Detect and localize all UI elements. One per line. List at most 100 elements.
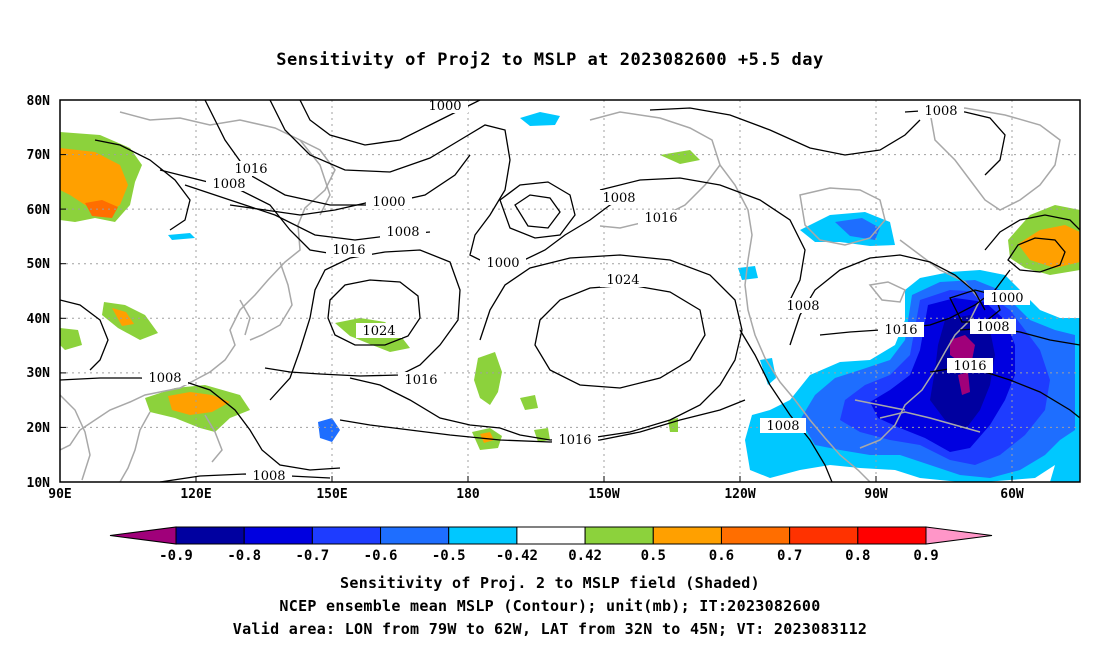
contour-1016-asia [159, 169, 341, 256]
coast-caribbean [879, 411, 981, 433]
lat-label: 10N [27, 476, 51, 491]
shade-darkorange-siberia [85, 200, 118, 218]
colorbar-segment [789, 526, 859, 545]
shade-magenta-watl [950, 335, 975, 362]
longitude-labels: 90E 120E 150E 180 150W 120W 90W 60W [48, 487, 1024, 502]
shade-green-alaska [660, 150, 700, 164]
contour-low-sib [94, 139, 191, 231]
contour-label: 1016 [332, 243, 365, 258]
contour-label: 1008 [924, 104, 957, 119]
colorbar-tick-label: -0.9 [159, 548, 193, 564]
shade-orange-pacific-c [480, 432, 494, 443]
contour-1008-alaska [599, 177, 806, 301]
contour-1016-south [339, 399, 746, 443]
shade-blue-hawaii-w [318, 418, 340, 442]
contour-1016-pacific [349, 254, 743, 441]
colorbar-tick-label: 0.42 [568, 548, 602, 564]
lon-label: 180 [456, 487, 480, 502]
colorbar-left-triangle [109, 526, 177, 545]
coast-india [60, 394, 91, 481]
shade-orange-asia-a [112, 308, 134, 326]
contour-label: 1008 [766, 419, 799, 434]
shade-blue-canada [835, 218, 880, 240]
contour-1024-high-asia [327, 279, 421, 346]
contour-1016-north [204, 100, 471, 206]
coast-na-west [719, 164, 871, 482]
contour-1008-aleut [499, 181, 576, 239]
coast-hudson [799, 187, 886, 246]
footer-contour-caption: NCEP ensemble mean MSLP (Contour); unit(… [279, 597, 821, 615]
contour-1024-pacific [534, 284, 706, 389]
colorbar-segment [584, 526, 654, 545]
contour-label: 1000 [990, 291, 1023, 306]
lon-label: 90E [48, 487, 71, 502]
lat-label: 60N [27, 203, 51, 218]
colorbar-segment [380, 526, 450, 545]
shade-green-pacific-d [520, 395, 538, 410]
colorbar-tick-label: -0.5 [432, 548, 466, 564]
coast-korea [239, 299, 251, 336]
colorbar-segment [652, 526, 722, 545]
contour-1008-spacific [60, 299, 109, 371]
grid-lines [60, 100, 1080, 482]
contour-1008-arctic [904, 109, 1006, 176]
coast-cuba [854, 399, 906, 411]
shade-orange-scs [168, 392, 230, 415]
contour-label: 1008 [252, 469, 285, 484]
colorbar-segment [175, 526, 245, 545]
contour-label: 1008 [602, 191, 635, 206]
colorbar-segment [448, 526, 518, 545]
coast-greenland [929, 107, 1061, 211]
shade-green-asia-b [60, 328, 82, 350]
contour-label: 1016 [558, 433, 591, 448]
colorbar-right-triangle [925, 526, 993, 545]
contour-label: 1016 [234, 162, 267, 177]
colorbar-segment [311, 526, 382, 545]
contour-1008-mexico [739, 329, 833, 482]
lon-label: 120E [180, 487, 211, 502]
colorbar-tick-label: 0.6 [709, 548, 734, 564]
contour-1008-north [269, 100, 631, 266]
colorbar-tick-label: -0.8 [227, 548, 261, 564]
lon-label: 60W [1000, 487, 1024, 502]
colorbar-tick-label: 0.8 [845, 548, 870, 564]
lat-label: 40N [27, 312, 51, 327]
contour-label: 1016 [884, 323, 917, 338]
contour-label: 1008 [212, 177, 245, 192]
contour-label: 1000 [372, 195, 405, 210]
colorbar-segment [720, 526, 791, 545]
colorbar-tick-label: -0.42 [496, 548, 538, 564]
contour-natl-low-inner [1007, 237, 1066, 273]
lon-label: 120W [724, 487, 755, 502]
colorbar-segment [243, 526, 313, 545]
shade-cyan-mexico [760, 358, 776, 385]
coast-kamchatka [299, 139, 331, 216]
lat-label: 50N [27, 257, 51, 272]
map-frame [59, 99, 1081, 483]
contour-1016-canada [649, 107, 921, 156]
colorbar-tick-label: 0.7 [777, 548, 802, 564]
map-title: Sensitivity of Proj2 to MSLP at 20230826… [276, 50, 824, 70]
shade-magenta-watl-b [958, 372, 970, 395]
lon-label: 150W [588, 487, 619, 502]
colorbar-tick-label: -0.7 [296, 548, 330, 564]
coastlines [60, 107, 1061, 482]
coast-indochina [119, 411, 151, 482]
contour-label: 1008 [786, 299, 819, 314]
contour-label: 1008 [386, 225, 419, 240]
contour-label: 1000 [428, 99, 461, 114]
coast-japan [249, 261, 293, 341]
lon-label: 150E [316, 487, 347, 502]
coast-great-lakes [868, 281, 906, 303]
coast-na-east [859, 239, 981, 449]
contour-label: 1016 [404, 373, 437, 388]
contour-label: 1024 [362, 324, 395, 339]
colorbar-tick-label: 0.9 [913, 548, 938, 564]
lon-label: 90W [864, 487, 888, 502]
colorbar-tick-label: -0.6 [364, 548, 398, 564]
axis-ticks [60, 154, 1013, 482]
colorbar-segment [857, 526, 927, 545]
lat-label: 70N [27, 148, 51, 163]
contour-1008-pacific [60, 377, 341, 471]
